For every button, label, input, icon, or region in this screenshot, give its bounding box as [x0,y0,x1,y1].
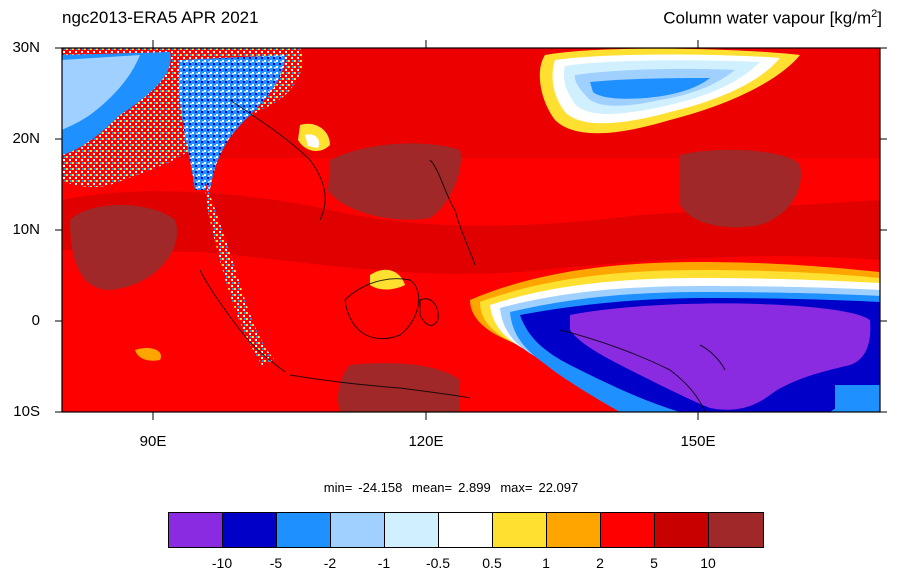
map-field [62,48,880,412]
colorbar-label: -0.5 [425,555,451,571]
colorbar-label: 5 [650,555,658,571]
colorbar-swatch [439,513,493,547]
axis-ticks [55,40,887,420]
lat-tick-10n: 10N [12,221,40,238]
map-title: ngc2013-ERA5 APR 2021 [62,8,259,27]
lat-tick-30n: 30N [12,39,40,56]
variable-title: Column water vapour [kg/m2] [663,8,882,28]
lon-tick-120e: 120E [408,433,444,450]
lon-tick-150e: 150E [680,433,716,450]
lat-tick-0: 0 [31,312,40,329]
max-value: 22.097 [538,480,579,495]
colorbar-label: 2 [596,555,604,571]
mean-value: 2.899 [458,480,491,495]
colorbar-swatch [493,513,547,547]
colorbar-label: 1 [542,555,550,571]
colorbar-label: -2 [323,555,337,571]
colorbar [168,512,764,548]
colorbar-swatch [331,513,385,547]
colorbar-label: -1 [377,555,391,571]
colorbar-swatch [709,513,763,547]
lon-tick-90e: 90E [139,433,167,450]
colorbar-swatch [385,513,439,547]
colorbar-swatch [169,513,223,547]
lat-tick-10s: 10S [13,403,40,420]
colorbar-label: -5 [269,555,283,571]
colorbar-swatch [601,513,655,547]
colorbar-label: -10 [211,555,233,571]
stats-line: min= -24.158 mean= 2.899 max= 22.097 [323,480,579,495]
colorbar-swatch [547,513,601,547]
lat-tick-20n: 20N [12,130,40,147]
colorbar-label: 0.5 [482,555,502,571]
colorbar-swatch [277,513,331,547]
min-value: -24.158 [358,480,403,495]
colorbar-label: 10 [700,555,716,571]
colorbar-swatch [655,513,709,547]
anomaly-map [55,40,887,420]
colorbar-swatch [223,513,277,547]
